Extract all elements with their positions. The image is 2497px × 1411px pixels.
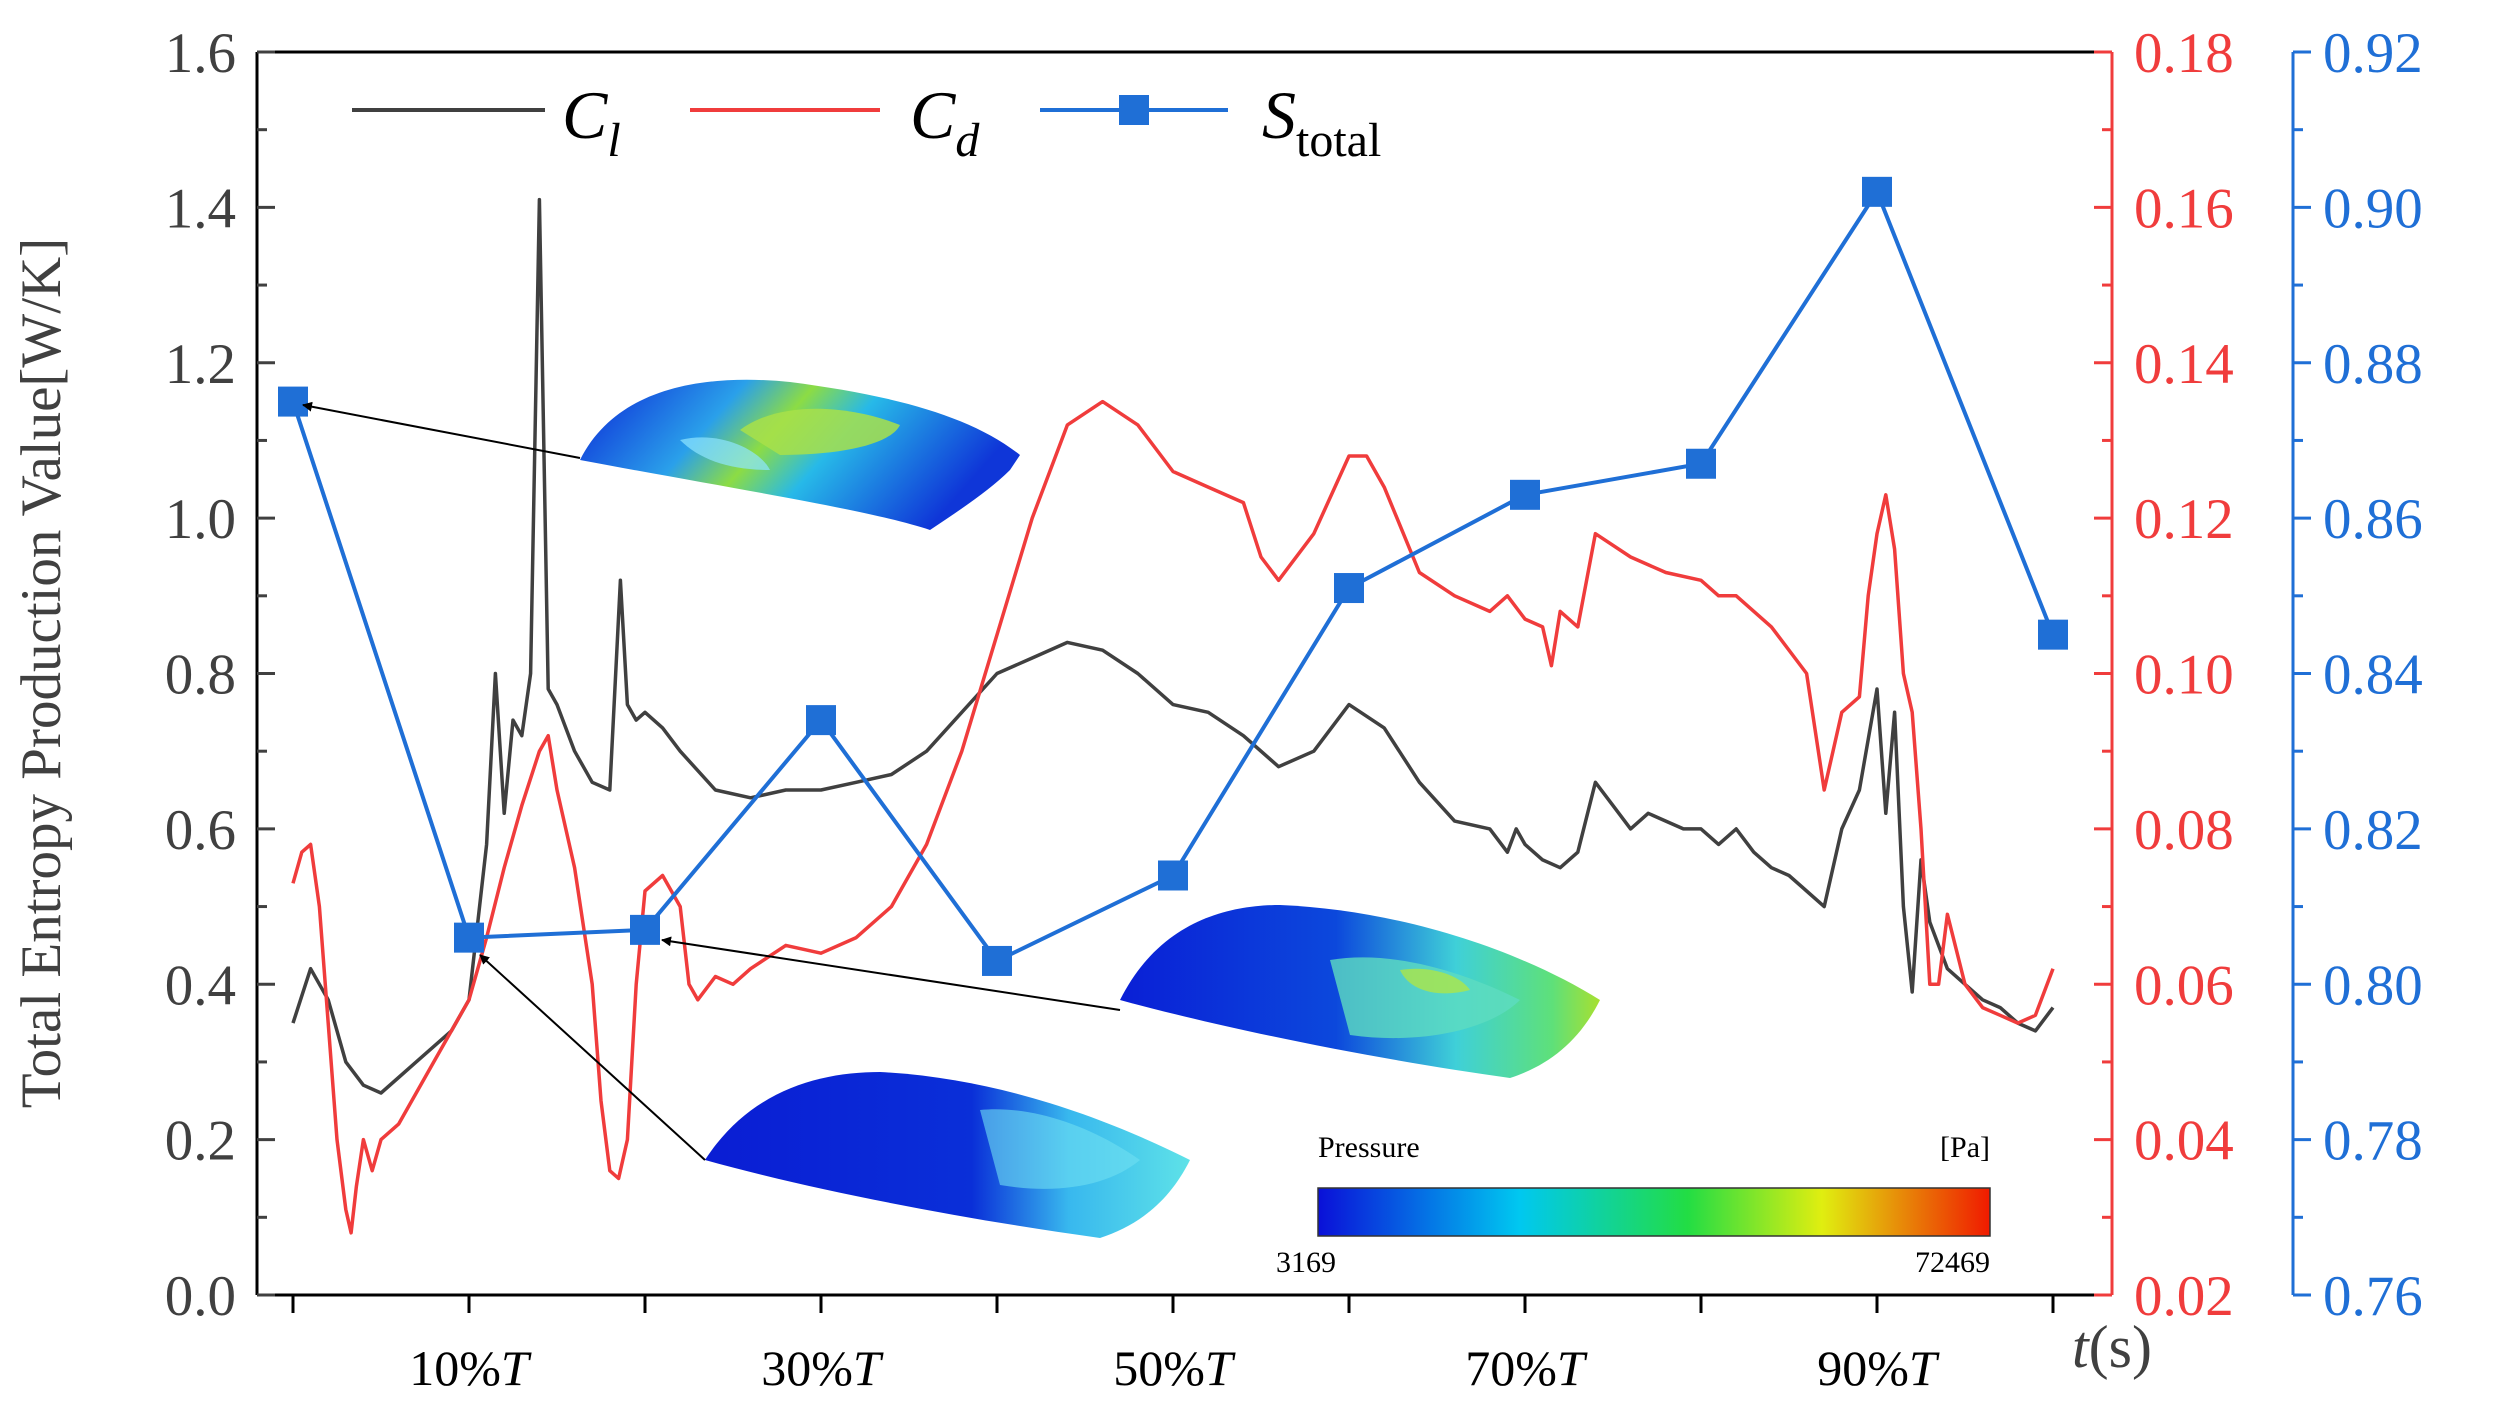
stotal-point-6 bbox=[1334, 573, 1364, 604]
stotal-point-5 bbox=[1158, 860, 1188, 891]
x-tick-label-1: 30%T bbox=[761, 1340, 884, 1396]
legend-item-cl: Cl bbox=[352, 77, 621, 167]
left-ticks-label-1: 0.2 bbox=[165, 1110, 236, 1173]
blue-ticks-label-6: 0.88 bbox=[2323, 333, 2423, 396]
legend-item-stotal: Stotal bbox=[1040, 77, 1381, 167]
left-ticks-label-7: 1.4 bbox=[165, 177, 236, 240]
left-ticks-label-6: 1.2 bbox=[165, 333, 236, 396]
pressure-colorbar: Pressure [Pa] 3169 72469 bbox=[1276, 1131, 1991, 1279]
legend-item-cd: Cd bbox=[690, 77, 980, 167]
stotal-point-1 bbox=[454, 922, 484, 953]
contour-inset-1 bbox=[580, 379, 1020, 530]
red-ticks-label-6: 0.14 bbox=[2134, 333, 2234, 396]
blue-ticks-label-3: 0.82 bbox=[2323, 799, 2423, 862]
red-ticks-label-5: 0.12 bbox=[2134, 488, 2234, 551]
stotal-point-3 bbox=[806, 705, 836, 736]
x-tick-label-3: 70%T bbox=[1465, 1340, 1588, 1396]
x-tick-label-0: 10%T bbox=[409, 1340, 532, 1396]
left-ticks-label-3: 0.6 bbox=[165, 799, 236, 862]
stotal-point-10 bbox=[2038, 619, 2068, 650]
blue-ticks-label-4: 0.84 bbox=[2323, 644, 2423, 707]
colorbar-min: 3169 bbox=[1276, 1246, 1336, 1279]
x-axis-ticks: 10%T 30%T 50%T 70%T 90%T bbox=[291, 1295, 2055, 1396]
stotal-point-9 bbox=[1862, 176, 1892, 207]
contour-inset-3 bbox=[705, 1072, 1190, 1238]
blue-ticks-label-5: 0.86 bbox=[2323, 488, 2423, 551]
legend: Cl Cd Stotal bbox=[352, 77, 1381, 167]
series-line-Cl bbox=[291, 197, 2055, 1095]
series-layer bbox=[278, 176, 2068, 1235]
stotal-point-0 bbox=[278, 386, 308, 417]
red-ticks-label-7: 0.16 bbox=[2134, 177, 2234, 240]
y-axis-title: Total Entropy Production Value[W/K] bbox=[10, 238, 73, 1108]
annotation-arrows bbox=[302, 401, 1121, 1161]
svg-text:Cd: Cd bbox=[910, 77, 980, 167]
x-tick-label-4: 90%T bbox=[1817, 1340, 1940, 1396]
colorbar-unit: [Pa] bbox=[1940, 1131, 1990, 1164]
red-ticks-label-4: 0.10 bbox=[2134, 644, 2234, 707]
left-ticks-label-2: 0.4 bbox=[165, 954, 236, 1017]
colorbar-title: Pressure bbox=[1318, 1131, 1420, 1164]
red-ticks-label-2: 0.06 bbox=[2134, 954, 2234, 1017]
svg-text:Stotal: Stotal bbox=[1262, 77, 1381, 167]
left-ticks-label-4: 0.8 bbox=[165, 644, 236, 707]
x-tick-label-2: 50%T bbox=[1113, 1340, 1236, 1396]
blue-ticks-label-8: 0.92 bbox=[2323, 22, 2423, 85]
x-axis-title: t(s) bbox=[2072, 1314, 2152, 1380]
blue-ticks-label-1: 0.78 bbox=[2323, 1110, 2423, 1173]
right-blue-axis-ticks: 0.76 0.78 0.80 0.82 0.84 0.86 0.88 0.90 0.92 bbox=[2293, 22, 2423, 1328]
arrow-to-point-1 bbox=[479, 954, 706, 1161]
left-axis-ticks: 0.0 0.2 0.4 0.6 0.8 1.0 1.2 1.4 1.6 bbox=[165, 22, 275, 1328]
series-line-Cd bbox=[291, 399, 2055, 1235]
red-ticks-label-1: 0.04 bbox=[2134, 1110, 2234, 1173]
series-line-Stotal bbox=[291, 189, 2055, 963]
red-ticks-label-8: 0.18 bbox=[2134, 22, 2234, 85]
right-red-axis-ticks: 0.02 0.04 0.06 0.08 0.10 0.12 0.14 0.16 0.18 bbox=[2094, 22, 2234, 1328]
left-ticks-label-8: 1.6 bbox=[165, 22, 236, 85]
left-ticks-label-5: 1.0 bbox=[165, 488, 236, 551]
axes-frame bbox=[255, 50, 2112, 1297]
contour-inset-2 bbox=[1120, 905, 1600, 1078]
red-ticks-label-3: 0.08 bbox=[2134, 799, 2234, 862]
stotal-point-2 bbox=[630, 914, 660, 945]
blue-ticks-label-2: 0.80 bbox=[2323, 954, 2423, 1017]
blue-ticks-label-0: 0.76 bbox=[2323, 1265, 2423, 1328]
stotal-point-4 bbox=[982, 945, 1012, 976]
colorbar-max: 72469 bbox=[1915, 1246, 1990, 1279]
left-ticks-label-0: 0.0 bbox=[165, 1265, 236, 1328]
stotal-point-8 bbox=[1686, 448, 1716, 479]
arrow-to-point-2 bbox=[661, 936, 1121, 1011]
svg-text:Cl: Cl bbox=[562, 77, 621, 167]
blue-ticks-label-7: 0.90 bbox=[2323, 177, 2423, 240]
arrow-to-point-0 bbox=[302, 401, 581, 459]
red-ticks-label-0: 0.02 bbox=[2134, 1265, 2234, 1328]
stotal-point-7 bbox=[1510, 479, 1540, 510]
